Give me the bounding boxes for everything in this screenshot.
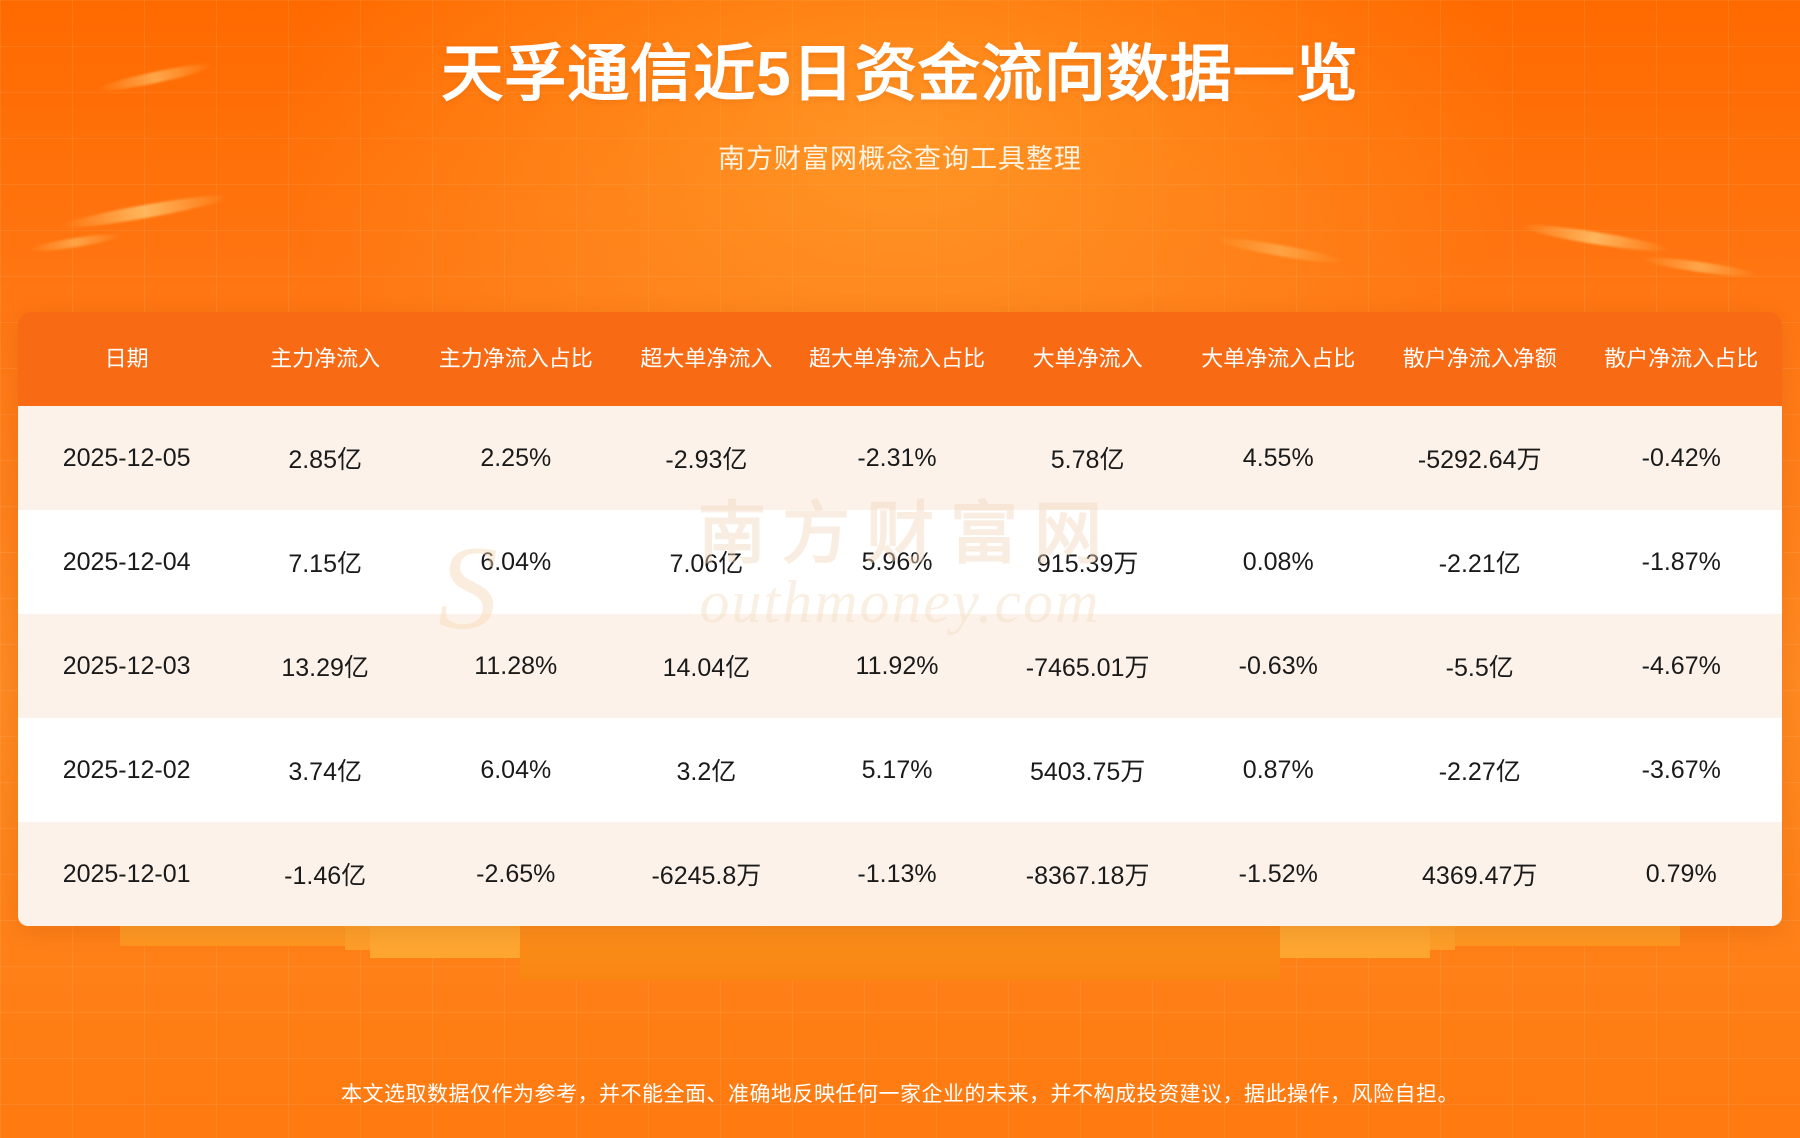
cell-main-pct: -2.65% — [415, 822, 617, 926]
cell-xl-pct: 11.92% — [796, 614, 998, 718]
column-header-lg-pct[interactable]: 大单净流入占比 — [1177, 312, 1379, 406]
cell-xl-pct: -1.13% — [796, 822, 998, 926]
cell-retail-pct: -1.87% — [1580, 510, 1782, 614]
cell-date: 2025-12-04 — [18, 510, 236, 614]
table-row: 2025-12-05 2.85亿 2.25% -2.93亿 -2.31% 5.7… — [18, 406, 1782, 510]
table-body: 2025-12-05 2.85亿 2.25% -2.93亿 -2.31% 5.7… — [18, 406, 1782, 926]
column-header-xl-net[interactable]: 超大单净流入 — [616, 312, 797, 406]
cell-lg-net: 915.39万 — [997, 510, 1178, 614]
cell-retail-pct: -3.67% — [1580, 718, 1782, 822]
cell-xl-net: -2.93亿 — [616, 406, 797, 510]
cell-retail-pct: -0.42% — [1580, 406, 1782, 510]
cell-xl-net: 7.06亿 — [616, 510, 797, 614]
cell-date: 2025-12-01 — [18, 822, 236, 926]
column-header-main-pct[interactable]: 主力净流入占比 — [415, 312, 617, 406]
table-row: 2025-12-01 -1.46亿 -2.65% -6245.8万 -1.13%… — [18, 822, 1782, 926]
disclaimer-text: 本文选取数据仅作为参考，并不能全面、准确地反映任何一家企业的未来，并不构成投资建… — [341, 1083, 1459, 1106]
cell-xl-pct: 5.17% — [796, 718, 998, 822]
cell-retail-pct: 0.79% — [1580, 822, 1782, 926]
cell-retail-net: -2.21亿 — [1378, 510, 1581, 614]
fund-flow-table: 日期 主力净流入 主力净流入占比 超大单净流入 超大单净流入占比 大单净流入 大… — [18, 312, 1782, 926]
cell-main-net: -1.46亿 — [235, 822, 416, 926]
column-header-retail-net[interactable]: 散户净流入净额 — [1378, 312, 1581, 406]
page-subtitle: 南方财富网概念查询工具整理 — [718, 144, 1082, 175]
column-header-date[interactable]: 日期 — [18, 312, 236, 406]
cell-lg-pct: 4.55% — [1177, 406, 1379, 510]
cell-xl-net: -6245.8万 — [616, 822, 797, 926]
cell-retail-pct: -4.67% — [1580, 614, 1782, 718]
cell-main-net: 3.74亿 — [235, 718, 416, 822]
cell-xl-pct: -2.31% — [796, 406, 998, 510]
table-header: 日期 主力净流入 主力净流入占比 超大单净流入 超大单净流入占比 大单净流入 大… — [18, 312, 1782, 406]
table-header-row: 日期 主力净流入 主力净流入占比 超大单净流入 超大单净流入占比 大单净流入 大… — [18, 312, 1782, 406]
cell-lg-pct: -0.63% — [1177, 614, 1379, 718]
hero-section: 天孚通信近5日资金流向数据一览 南方财富网概念查询工具整理 — [0, 0, 1800, 176]
cell-xl-pct: 5.96% — [796, 510, 998, 614]
cell-lg-pct: 0.87% — [1177, 718, 1379, 822]
cell-retail-net: -5292.64万 — [1378, 406, 1581, 510]
cell-lg-net: -7465.01万 — [997, 614, 1178, 718]
table-row: 2025-12-04 7.15亿 6.04% 7.06亿 5.96% 915.3… — [18, 510, 1782, 614]
cell-main-net: 2.85亿 — [235, 406, 416, 510]
cell-main-pct: 2.25% — [415, 406, 617, 510]
cell-lg-pct: 0.08% — [1177, 510, 1379, 614]
cell-date: 2025-12-05 — [18, 406, 236, 510]
cell-main-pct: 6.04% — [415, 718, 617, 822]
cell-xl-net: 3.2亿 — [616, 718, 797, 822]
cell-lg-net: 5.78亿 — [997, 406, 1178, 510]
cell-main-net: 13.29亿 — [235, 614, 416, 718]
cell-retail-net: -2.27亿 — [1378, 718, 1581, 822]
cell-lg-pct: -1.52% — [1177, 822, 1379, 926]
cell-retail-net: 4369.47万 — [1378, 822, 1581, 926]
cell-main-net: 7.15亿 — [235, 510, 416, 614]
column-header-main-net[interactable]: 主力净流入 — [235, 312, 416, 406]
page-title: 天孚通信近5日资金流向数据一览 — [441, 40, 1359, 109]
cell-date: 2025-12-03 — [18, 614, 236, 718]
cell-main-pct: 11.28% — [415, 614, 617, 718]
column-header-retail-pct[interactable]: 散户净流入占比 — [1580, 312, 1782, 406]
table-row: 2025-12-02 3.74亿 6.04% 3.2亿 5.17% 5403.7… — [18, 718, 1782, 822]
cell-date: 2025-12-02 — [18, 718, 236, 822]
cell-xl-net: 14.04亿 — [616, 614, 797, 718]
table-row: 2025-12-03 13.29亿 11.28% 14.04亿 11.92% -… — [18, 614, 1782, 718]
cell-retail-net: -5.5亿 — [1378, 614, 1581, 718]
column-header-xl-pct[interactable]: 超大单净流入占比 — [796, 312, 998, 406]
fund-flow-table-card: 日期 主力净流入 主力净流入占比 超大单净流入 超大单净流入占比 大单净流入 大… — [18, 312, 1782, 926]
column-header-lg-net[interactable]: 大单净流入 — [997, 312, 1178, 406]
cell-lg-net: -8367.18万 — [997, 822, 1178, 926]
cell-main-pct: 6.04% — [415, 510, 617, 614]
cell-lg-net: 5403.75万 — [997, 718, 1178, 822]
